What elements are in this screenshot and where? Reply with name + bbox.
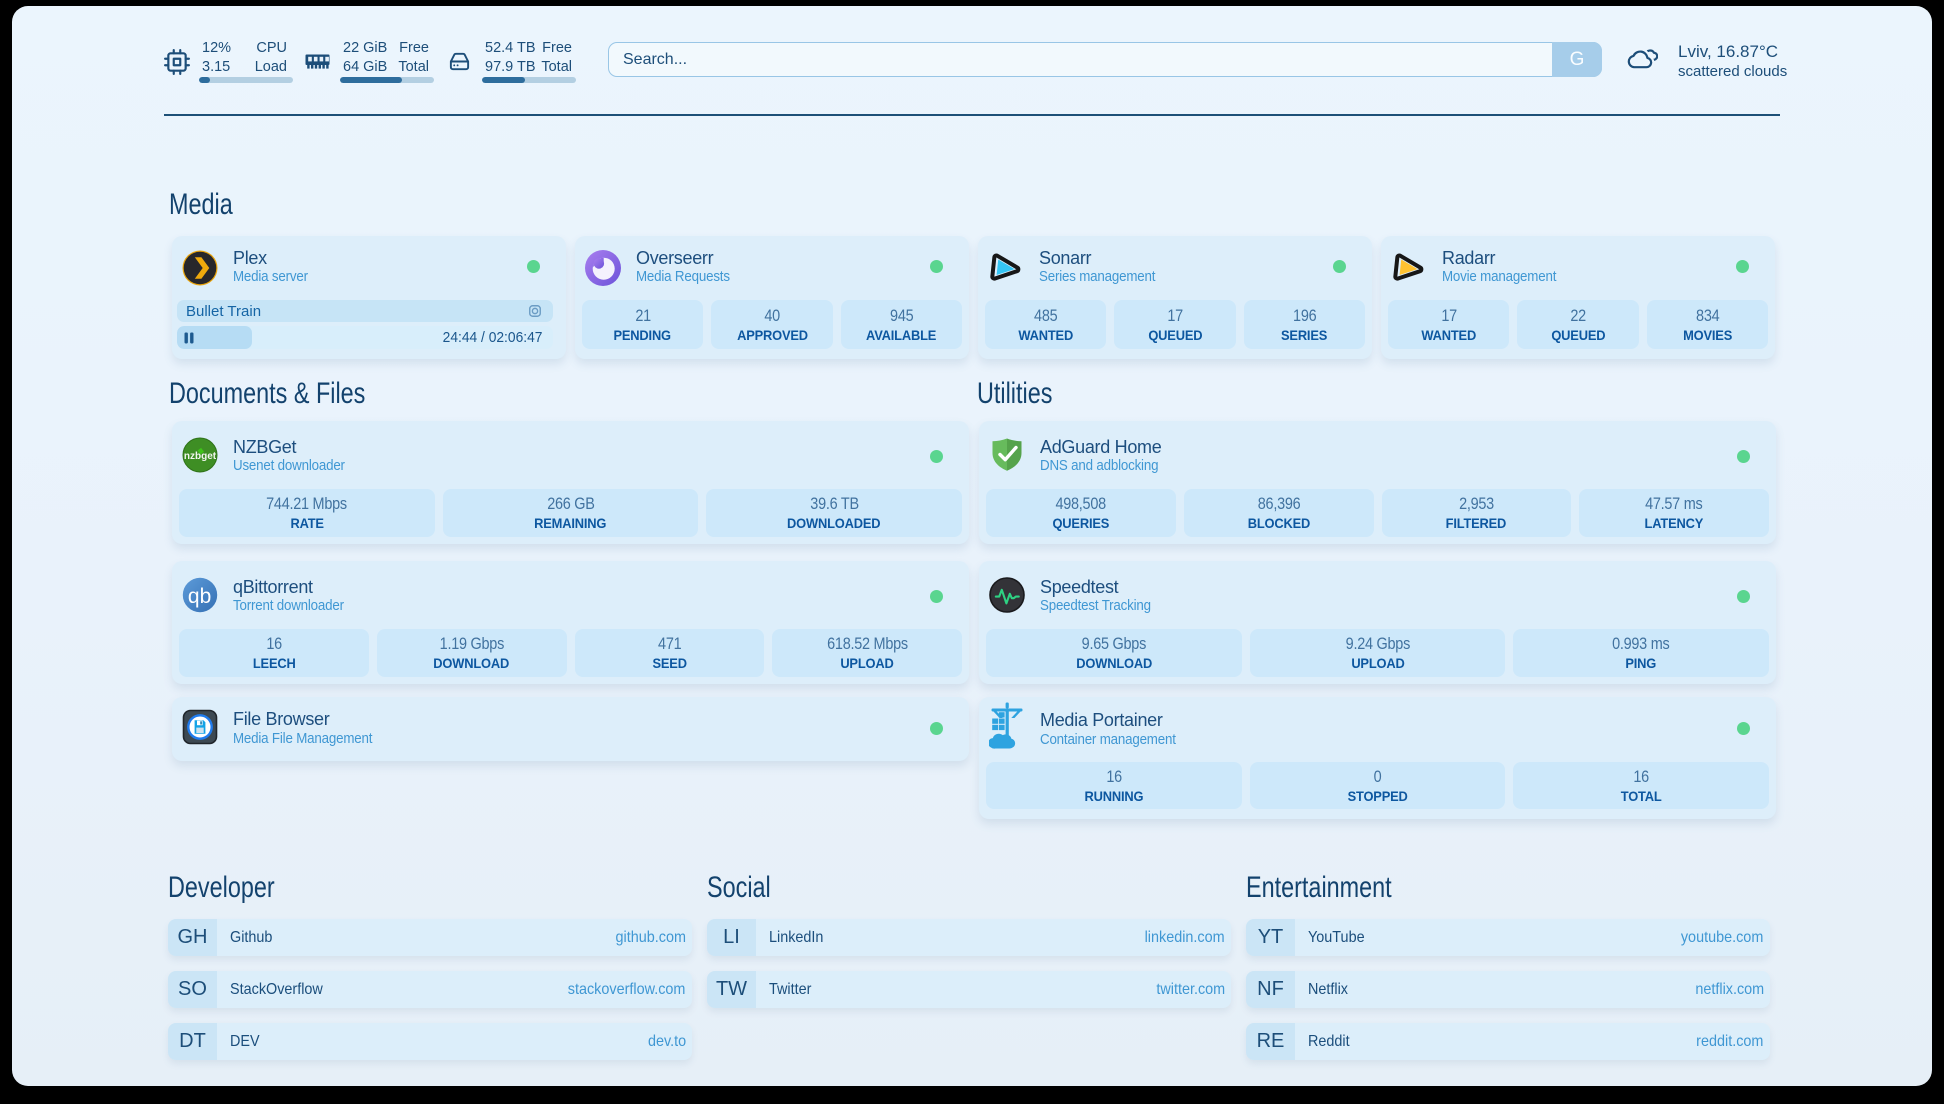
svg-text:nzbget: nzbget <box>184 451 217 462</box>
svg-text:qb: qb <box>188 585 211 608</box>
